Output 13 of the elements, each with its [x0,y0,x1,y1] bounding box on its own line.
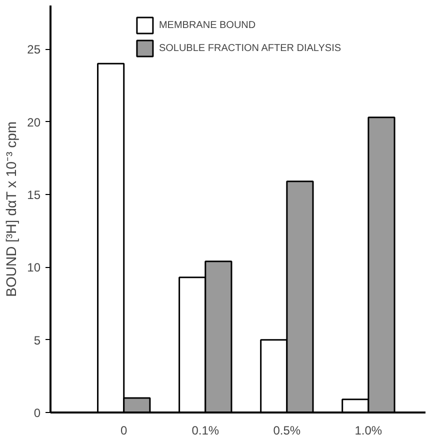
y-tick-label: 20 [27,115,41,130]
x-tick-label: 0.1% [192,424,220,438]
x-tick-label: 0.5% [273,424,301,438]
y-tick-label: 25 [27,42,41,57]
x-tick-label: 0 [120,424,128,438]
legend-label: MEMBRANE BOUND [158,20,256,30]
y-tick-label: 10 [27,260,41,275]
y-tick-label: 5 [34,333,41,348]
legend-label: SOLUBLE FRACTION AFTER DIALYSIS [158,42,342,54]
y-tick-label: 15 [27,188,41,202]
y-tick-label: 0 [34,406,41,420]
x-tick-label: 1.0% [354,424,382,438]
y-axis-title: BOUND [³H] dαT x 10⁻³ cpm [3,121,20,297]
